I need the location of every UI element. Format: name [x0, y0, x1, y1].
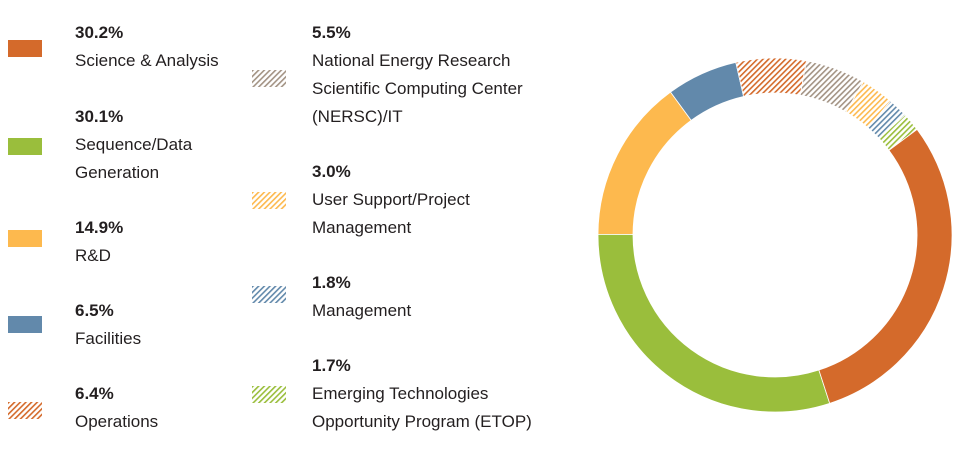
legend-swatch	[8, 40, 42, 57]
donut-slice-sequence-data-generation	[597, 233, 831, 413]
legend-value: 3.0%	[312, 162, 351, 181]
legend-swatch	[252, 386, 286, 403]
legend-swatch	[252, 286, 286, 303]
legend-label: User Support/Project	[312, 190, 470, 209]
legend-value: 14.9%	[75, 218, 124, 237]
legend-swatch	[252, 192, 286, 209]
legend-label: Generation	[75, 163, 160, 182]
legend-label: Sequence/Data	[75, 135, 193, 154]
donut-chart	[597, 57, 953, 413]
legend-label: Scientific Computing Center	[312, 79, 523, 98]
chart-legend: 30.2% Science & Analysis 30.1% Sequence/Dat…	[8, 23, 532, 431]
donut-slice-science-analysis	[818, 128, 953, 404]
legend-value: 1.8%	[312, 273, 351, 292]
legend-value: 30.1%	[75, 107, 124, 126]
legend-label: National Energy Research	[312, 51, 511, 70]
legend-value: 5.5%	[312, 23, 351, 42]
legend-label: Management	[312, 218, 412, 237]
legend-label: (NERSC)/IT	[312, 107, 403, 126]
legend-label: Facilities	[75, 329, 142, 348]
legend-label: Emerging Technologies	[312, 384, 489, 403]
legend-value: 30.2%	[75, 23, 124, 42]
legend-value: 6.5%	[75, 301, 114, 320]
legend-label: R&D	[75, 246, 111, 265]
legend-label: Opportunity Program (ETOP)	[312, 412, 532, 431]
legend-label: Management	[312, 301, 412, 320]
legend-swatch	[252, 70, 286, 87]
donut-slice-operations	[735, 57, 807, 97]
donut-slice-r-d	[597, 91, 692, 235]
legend-value: 1.7%	[312, 356, 351, 375]
legend-swatch	[8, 230, 42, 247]
legend-label: Operations	[75, 412, 159, 431]
legend-label: Science & Analysis	[75, 51, 219, 70]
legend-swatch	[8, 402, 42, 419]
legend-swatch	[8, 316, 42, 333]
legend-swatch	[8, 138, 42, 155]
legend-value: 6.4%	[75, 384, 114, 403]
